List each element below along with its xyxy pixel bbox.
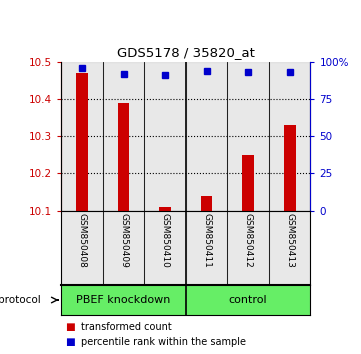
Text: control: control bbox=[229, 295, 268, 305]
Title: GDS5178 / 35820_at: GDS5178 / 35820_at bbox=[117, 46, 255, 59]
Bar bbox=[144, 62, 186, 211]
Text: GSM850411: GSM850411 bbox=[202, 213, 211, 268]
Text: PBEF knockdown: PBEF knockdown bbox=[77, 295, 171, 305]
Text: GSM850409: GSM850409 bbox=[119, 213, 128, 268]
Text: transformed count: transformed count bbox=[81, 322, 172, 332]
Bar bbox=[159, 207, 171, 211]
Text: percentile rank within the sample: percentile rank within the sample bbox=[81, 337, 246, 347]
Bar bbox=[144, 211, 186, 285]
Bar bbox=[61, 211, 103, 285]
Text: GSM850413: GSM850413 bbox=[285, 213, 294, 268]
Text: GSM850410: GSM850410 bbox=[161, 213, 170, 268]
Bar bbox=[284, 125, 296, 211]
Bar bbox=[186, 285, 310, 315]
Text: GSM850408: GSM850408 bbox=[78, 213, 87, 268]
Bar bbox=[103, 211, 144, 285]
Bar bbox=[186, 211, 227, 285]
Bar bbox=[227, 62, 269, 211]
Bar bbox=[118, 103, 130, 211]
Bar bbox=[61, 285, 186, 315]
Bar bbox=[269, 211, 310, 285]
Text: GSM850412: GSM850412 bbox=[244, 213, 253, 268]
Bar bbox=[103, 62, 144, 211]
Bar bbox=[76, 73, 88, 211]
Text: protocol: protocol bbox=[0, 295, 41, 305]
Bar bbox=[201, 196, 213, 211]
Bar bbox=[186, 62, 227, 211]
Bar bbox=[242, 155, 254, 211]
Text: ■: ■ bbox=[65, 322, 75, 332]
Bar bbox=[269, 62, 310, 211]
Bar bbox=[61, 62, 103, 211]
Bar bbox=[227, 211, 269, 285]
Text: ■: ■ bbox=[65, 337, 75, 347]
